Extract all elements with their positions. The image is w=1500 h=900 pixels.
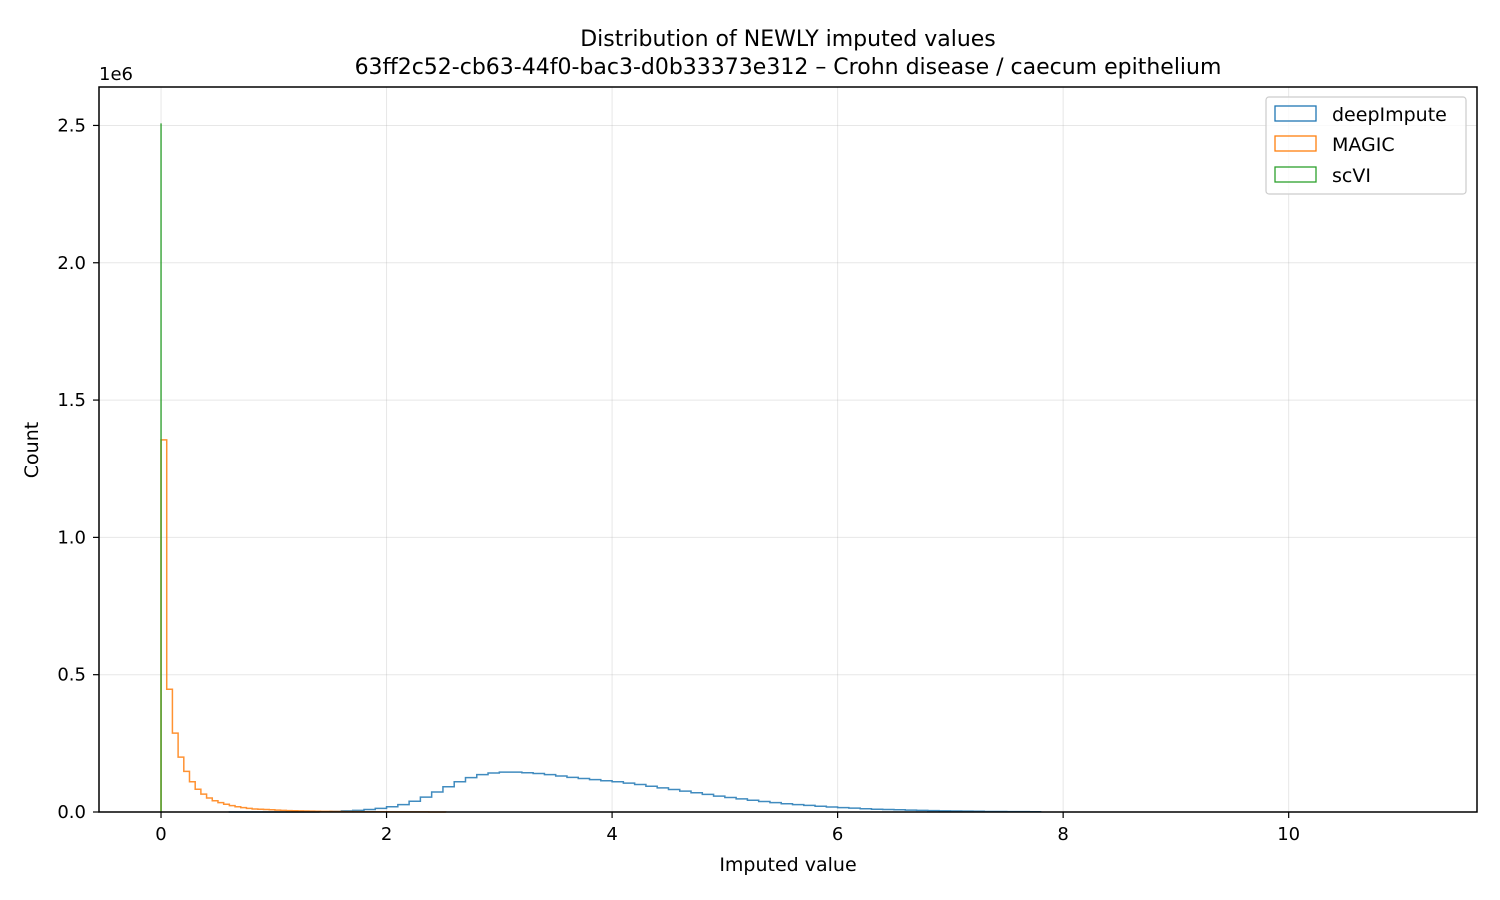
y-tick-label: 2.0: [57, 253, 86, 274]
grid-lines: [99, 87, 1477, 813]
y-tick-label: 0.0: [57, 802, 86, 823]
legend-swatch-deepimpute: [1274, 105, 1317, 122]
series-line-magic: [160, 439, 447, 813]
y-tick-label: 1.5: [57, 390, 86, 411]
legend-swatch-scvi: [1274, 166, 1317, 183]
legend-swatch-magic: [1274, 135, 1317, 152]
plot-frame: [98, 86, 1478, 813]
y-tick-label: 0.5: [57, 665, 86, 686]
x-axis-label: Imputed value: [719, 854, 856, 876]
legend: deepImpute MAGIC scVI: [1265, 96, 1467, 195]
x-tick-label: 0: [155, 824, 166, 845]
y-tick-label: 2.5: [57, 115, 86, 136]
x-axis-ticks: 0 2 4 6 8 10: [155, 812, 1300, 845]
y-axis-ticks: 0.0 0.5 1.0 1.5 2.0 2.5: [57, 115, 99, 823]
plot-series: [160, 123, 1042, 813]
y-tick-label: 1.0: [57, 527, 86, 548]
x-tick-label: 10: [1277, 824, 1300, 845]
x-tick-label: 6: [832, 824, 843, 845]
x-tick-label: 2: [381, 824, 392, 845]
legend-label-deepimpute: deepImpute: [1332, 104, 1447, 126]
x-tick-label: 4: [606, 824, 617, 845]
y-axis-label: Count: [21, 422, 43, 478]
legend-label-scvi: scVI: [1332, 165, 1371, 187]
y-axis-scale-label: 1e6: [99, 64, 133, 85]
x-tick-label: 8: [1057, 824, 1068, 845]
series-line-deepimpute: [228, 771, 1042, 813]
chart-subtitle: 63ff2c52-cb63-44f0-bac3-d0b33373e312 – C…: [355, 55, 1222, 80]
legend-label-magic: MAGIC: [1332, 134, 1395, 156]
chart-title: Distribution of NEWLY imputed values: [580, 27, 996, 52]
